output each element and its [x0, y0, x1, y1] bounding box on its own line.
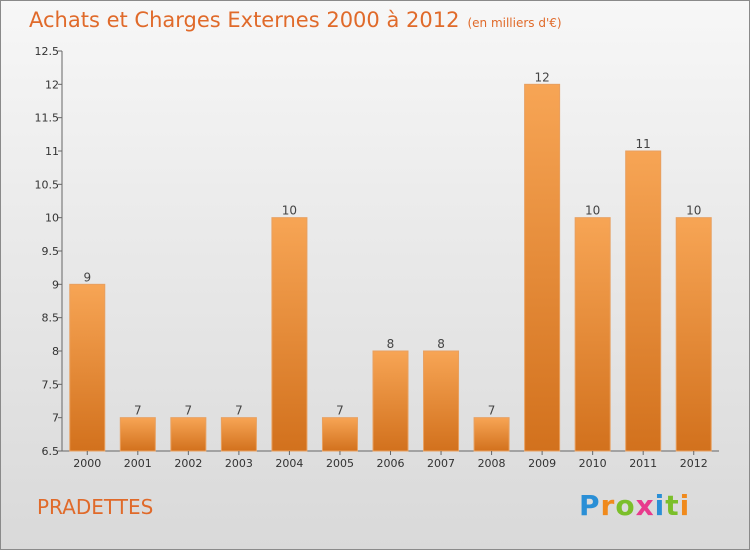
bar	[675, 217, 712, 452]
commune-name: PRADETTES	[37, 495, 154, 519]
bar-data-label: 7	[488, 404, 496, 418]
chart-title-text: Achats et Charges Externes 2000 à 2012	[29, 8, 460, 32]
y-tick-label: 7.5	[42, 378, 60, 391]
bar	[69, 283, 106, 452]
logo-letter: i	[654, 489, 666, 522]
bar	[423, 350, 460, 452]
y-tick-label: 10.5	[35, 178, 60, 191]
y-tick-label: 11.5	[35, 112, 60, 125]
x-tick-label: 2002	[174, 457, 202, 470]
logo-letter: r	[600, 489, 616, 522]
bar	[170, 417, 207, 452]
x-tick-label: 2008	[478, 457, 506, 470]
x-tick-label: 2003	[225, 457, 253, 470]
logo-letter: P	[579, 489, 601, 522]
bar-data-label: 10	[686, 204, 701, 218]
x-tick-label: 2001	[124, 457, 152, 470]
logo-letter: o	[615, 489, 636, 522]
y-tick-label: 12	[45, 78, 59, 91]
x-tick-label: 2011	[629, 457, 657, 470]
x-tick-label: 2007	[427, 457, 455, 470]
x-tick-label: 2005	[326, 457, 354, 470]
x-tick-label: 2006	[377, 457, 405, 470]
bar-data-label: 8	[387, 337, 395, 351]
y-tick-label: 9.5	[42, 245, 60, 258]
x-tick-label: 2012	[680, 457, 708, 470]
bar	[372, 350, 409, 452]
bar-data-label: 7	[336, 404, 344, 418]
y-tick-label: 10	[45, 212, 59, 225]
bar-data-label: 10	[282, 204, 297, 218]
bar	[321, 417, 358, 452]
proxiti-logo: Proxiti	[579, 489, 690, 522]
bar-data-label: 7	[235, 404, 243, 418]
logo-letter: i	[679, 489, 691, 522]
bar-data-label: 8	[437, 337, 445, 351]
bar	[473, 417, 510, 452]
chart-subtitle: (en milliers d'€)	[467, 16, 562, 30]
bar	[119, 417, 156, 452]
bar	[574, 217, 611, 452]
logo-letter: x	[635, 489, 655, 522]
y-tick-label: 7	[52, 412, 59, 425]
x-tick-label: 2004	[275, 457, 303, 470]
y-tick-label: 11	[45, 145, 59, 158]
chart-title: Achats et Charges Externes 2000 à 2012 (e…	[29, 8, 562, 32]
y-tick-label: 8.5	[42, 312, 60, 325]
logo-letter: t	[665, 489, 680, 522]
bar-data-label: 7	[134, 404, 142, 418]
bar-data-label: 7	[185, 404, 193, 418]
x-tick-label: 2009	[528, 457, 556, 470]
y-tick-label: 6.5	[42, 445, 60, 458]
bar	[220, 417, 257, 452]
bar	[524, 83, 561, 452]
bar	[271, 217, 308, 452]
x-tick-label: 2000	[73, 457, 101, 470]
bar-data-label: 12	[534, 70, 549, 84]
y-tick-label: 9	[52, 278, 59, 291]
x-tick-label: 2010	[579, 457, 607, 470]
bar-data-label: 11	[636, 137, 651, 151]
bar-data-label: 10	[585, 204, 600, 218]
y-tick-label: 8	[52, 345, 59, 358]
bar-data-label: 9	[83, 270, 91, 284]
bar	[625, 150, 662, 452]
y-tick-label: 12.5	[35, 45, 60, 58]
